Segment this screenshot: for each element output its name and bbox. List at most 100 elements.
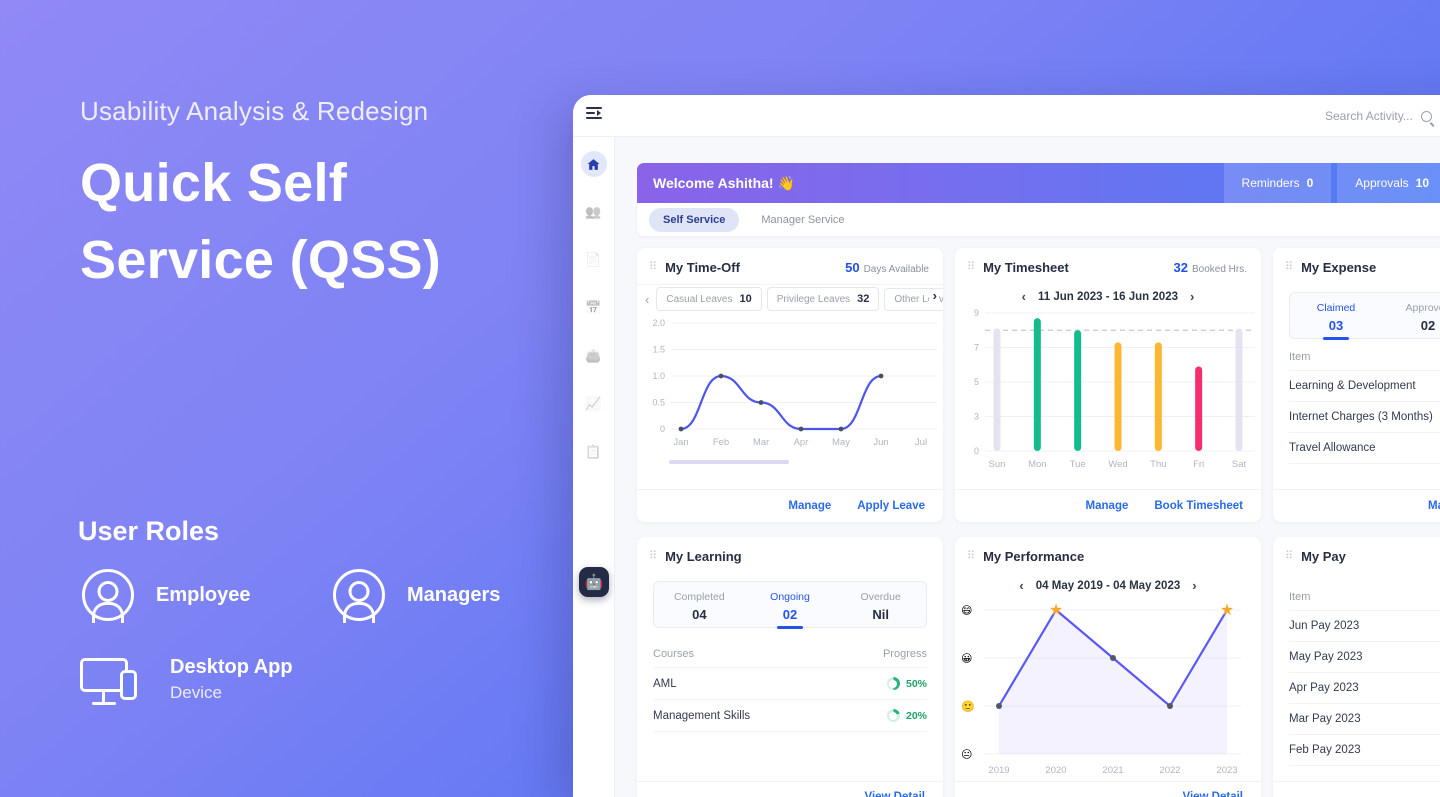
hero-panel: Usability Analysis & Redesign Quick Self… <box>80 96 560 299</box>
expense-tabs: Claimed 03 Approved 02 <box>1289 292 1440 340</box>
card-my-learning: ⠿ My Learning Completed 04 Ongoing 02 <box>637 537 943 797</box>
sidebar-item-leave[interactable]: 📄 <box>581 247 607 273</box>
icon-sidebar: 👥 📄 📅 👛 📈 📋 🤖 <box>573 137 615 797</box>
hero-title-line1: Quick Self <box>80 153 348 213</box>
table-row[interactable]: Apr Pay 2023 <box>1289 673 1440 704</box>
tab-manager-service[interactable]: Manager Service <box>761 213 845 226</box>
svg-text:5: 5 <box>974 377 979 387</box>
approvals-button[interactable]: Approvals 10 <box>1337 163 1440 203</box>
tab-claimed[interactable]: Claimed 03 <box>1290 302 1382 340</box>
card-my-expense: ⠿ My Expense Claimed 03 Approved 02 <box>1273 248 1440 522</box>
svg-text:😀: 😀 <box>961 653 972 665</box>
sidebar-item-people[interactable]: 👥 <box>581 199 607 225</box>
chevron-right-icon[interactable]: › <box>1192 578 1197 593</box>
svg-text:Apr: Apr <box>794 437 809 448</box>
svg-text:Jun: Jun <box>873 437 888 448</box>
table-row[interactable]: May Pay 2023 <box>1289 642 1440 673</box>
pill-other-leaves[interactable]: Other Leaves <box>884 287 943 311</box>
chatbot-button[interactable]: 🤖 <box>579 567 609 597</box>
timesheet-bar-chart: 0 3 5 7 9 Sun Mon Tue Wed Thu Fri Sat <box>957 305 1261 480</box>
progress-ring-icon <box>886 677 900 690</box>
chevron-right-icon[interactable]: › <box>1190 289 1195 304</box>
drag-handle-icon[interactable]: ⠿ <box>967 550 976 562</box>
drag-handle-icon[interactable]: ⠿ <box>1285 550 1294 562</box>
clipboard-icon: 📋 <box>585 444 602 459</box>
svg-text:Tue: Tue <box>1070 459 1086 470</box>
item-column-header: Item <box>1289 351 1311 363</box>
svg-text:🙂: 🙂 <box>961 700 975 713</box>
table-row[interactable]: AML 50% <box>653 668 927 700</box>
drag-handle-icon[interactable]: ⠿ <box>1285 261 1294 273</box>
chevron-left-icon[interactable]: ‹ <box>1021 289 1026 304</box>
book-timesheet-link[interactable]: Book Timesheet <box>1154 500 1243 512</box>
expense-item-table: Item Learning & Development Internet Cha… <box>1289 345 1440 464</box>
person-icon <box>82 569 134 621</box>
chevron-left-icon[interactable]: ‹ <box>1019 578 1024 593</box>
chevron-left-icon[interactable]: ‹ <box>645 291 650 307</box>
svg-text:May: May <box>832 437 850 448</box>
pay-item-table: Item Jun Pay 2023 May Pay 2023 Apr Pay 2… <box>1289 585 1440 766</box>
booked-hrs-label: Booked Hrs. <box>1191 264 1247 275</box>
drag-handle-icon[interactable]: ⠿ <box>649 550 658 562</box>
svg-text:2019: 2019 <box>988 765 1009 776</box>
search-activity[interactable]: Search Activity... <box>1325 95 1432 137</box>
manage-link[interactable]: Manage <box>1085 500 1129 512</box>
hero-subtitle: Usability Analysis & Redesign <box>80 96 429 126</box>
timesheet-date-range: 11 Jun 2023 - 16 Jun 2023 <box>1037 290 1178 303</box>
analytics-icon: 📈 <box>585 396 602 411</box>
svg-text:Jan: Jan <box>673 437 688 448</box>
performance-area-chart: 😐 🙂 😀 😄 ★ ★ 2019 2020 2021 2022 2023 <box>957 594 1261 785</box>
svg-text:Mon: Mon <box>1028 459 1046 470</box>
manage-link[interactable]: Manage <box>788 500 832 512</box>
sidebar-item-analytics[interactable]: 📈 <box>581 391 607 417</box>
search-icon <box>1420 110 1432 122</box>
sidebar-item-home[interactable] <box>580 151 607 177</box>
sidebar-item-tasks[interactable]: 📋 <box>581 439 607 465</box>
search-label: Search Activity... <box>1325 109 1413 123</box>
table-row[interactable]: Travel Allowance <box>1289 433 1440 464</box>
table-row[interactable]: Management Skills 20% <box>653 700 927 732</box>
view-detail-link[interactable]: View Detail <box>1182 790 1243 797</box>
device-row: Desktop App Device <box>80 656 293 712</box>
drag-handle-icon[interactable]: ⠿ <box>967 261 976 273</box>
welcome-banner: Welcome Ashitha! 👋 Reminders 0 Approvals… <box>637 163 1440 203</box>
tab-approved[interactable]: Approved 02 <box>1405 302 1440 333</box>
drag-handle-icon[interactable]: ⠿ <box>649 261 658 273</box>
progress-column-header: Progress <box>882 648 927 660</box>
table-row[interactable]: Learning & Development <box>1289 371 1440 402</box>
leave-type-pills: ‹ Casual Leaves 10 Privilege Leaves 32 O… <box>637 285 943 315</box>
approvals-count: 10 <box>1415 176 1429 190</box>
time-off-line-chart: 0 0.5 1.0 1.5 2.0 Jan Feb Mar Apr May Jun Jul <box>639 315 943 458</box>
dashboard-window: Search Activity... 👥 📄 📅 👛 📈 📋 🤖 Welcome… <box>573 95 1440 797</box>
chart-scrollbar[interactable] <box>669 460 789 464</box>
collapse-menu-icon[interactable] <box>586 107 602 123</box>
sidebar-item-wallet[interactable]: 👛 <box>581 343 607 369</box>
reminders-button[interactable]: Reminders 0 <box>1223 163 1332 203</box>
apply-leave-link[interactable]: Apply Leave <box>857 500 925 512</box>
calendar-icon: 📅 <box>585 300 602 315</box>
performance-range-nav: ‹ 04 May 2019 - 04 May 2023 › <box>955 573 1261 594</box>
pill-casual-leaves[interactable]: Casual Leaves 10 <box>656 287 762 311</box>
svg-text:😄: 😄 <box>961 605 972 617</box>
tab-self-service[interactable]: Self Service <box>649 207 740 232</box>
hero-title: Quick Self Service (QSS) <box>80 145 560 299</box>
table-row[interactable]: Jun Pay 2023 <box>1289 611 1440 642</box>
tab-overdue[interactable]: Overdue Nil <box>860 591 901 622</box>
home-icon <box>587 158 600 170</box>
table-row[interactable]: Feb Pay 2023 <box>1289 735 1440 766</box>
table-row[interactable]: Internet Charges (3 Months) <box>1289 402 1440 433</box>
sidebar-item-calendar[interactable]: 📅 <box>581 295 607 321</box>
chevron-right-icon[interactable]: › <box>928 289 939 302</box>
manage-link[interactable]: Manage <box>1428 500 1440 512</box>
tab-ongoing[interactable]: Ongoing 02 <box>745 591 836 629</box>
welcome-text: Welcome Ashitha! 👋 <box>653 174 795 191</box>
tab-completed[interactable]: Completed 04 <box>673 591 725 622</box>
progress-ring-icon <box>886 709 900 722</box>
pill-privilege-leaves[interactable]: Privilege Leaves 32 <box>766 287 880 311</box>
days-available-label: Days Available <box>863 264 929 275</box>
svg-text:Fri: Fri <box>1193 459 1204 470</box>
table-row[interactable]: Mar Pay 2023 <box>1289 704 1440 735</box>
topbar: Search Activity... <box>573 95 1440 137</box>
view-detail-link[interactable]: View Detail <box>864 790 925 797</box>
svg-text:2020: 2020 <box>1045 765 1066 776</box>
